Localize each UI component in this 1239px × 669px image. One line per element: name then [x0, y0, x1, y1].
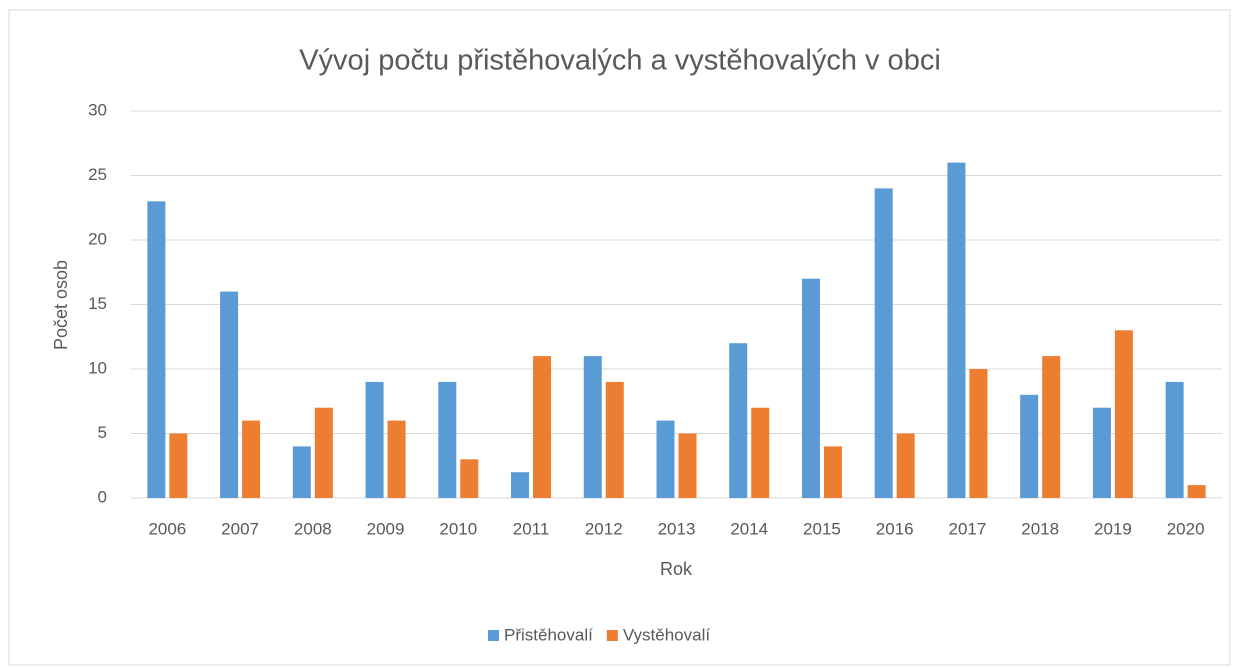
bar: [460, 459, 479, 498]
x-tick-label: 2019: [1094, 519, 1132, 538]
legend-label: Vystěhovalí: [623, 625, 711, 644]
y-tick-label: 20: [88, 229, 107, 248]
x-tick-label: 2006: [148, 519, 186, 538]
bar: [438, 381, 457, 498]
bar: [751, 407, 770, 498]
bar: [823, 446, 842, 498]
x-tick-label: 2007: [221, 519, 259, 538]
y-tick-label: 30: [88, 100, 107, 119]
bar: [947, 162, 966, 498]
bar: [1187, 485, 1206, 498]
bar: [242, 420, 261, 498]
y-axis-label: Počet osob: [51, 260, 71, 350]
bar: [678, 433, 697, 498]
x-tick-label: 2016: [876, 519, 914, 538]
bar: [147, 201, 166, 499]
chart-title: Vývoj počtu přistěhovalých a vystěhovalý…: [299, 45, 941, 77]
y-tick-label: 0: [98, 487, 107, 506]
bar: [511, 472, 530, 498]
bar: [874, 188, 893, 498]
bar: [220, 291, 239, 498]
bar: [1020, 394, 1039, 498]
bar: [387, 420, 406, 498]
bar: [1114, 330, 1133, 498]
x-tick-label: 2014: [730, 519, 768, 538]
y-tick-label: 15: [88, 294, 107, 313]
x-tick-label: 2009: [367, 519, 405, 538]
bar: [969, 369, 988, 498]
bar: [583, 356, 602, 498]
bar: [365, 381, 384, 498]
legend-label: Přistěhovalí: [504, 625, 593, 644]
bar: [729, 343, 748, 498]
x-tick-label: 2010: [439, 519, 477, 538]
bar: [1165, 381, 1184, 498]
bar: [896, 433, 915, 498]
x-tick-label: 2020: [1167, 519, 1205, 538]
bar: [314, 407, 333, 498]
bar: [656, 420, 675, 498]
bar: [801, 278, 820, 498]
legend-swatch: [606, 630, 618, 641]
bar: [169, 433, 188, 498]
x-tick-label: 2012: [585, 519, 623, 538]
x-tick-label: 2015: [803, 519, 841, 538]
bar: [1092, 407, 1111, 498]
bar: [292, 446, 311, 498]
y-tick-label: 5: [98, 423, 107, 442]
x-tick-label: 2013: [658, 519, 696, 538]
bar: [1042, 356, 1061, 498]
x-tick-label: 2018: [1021, 519, 1059, 538]
bar: [605, 381, 624, 498]
legend-swatch: [488, 630, 499, 641]
y-tick-label: 10: [88, 358, 107, 377]
bar: [533, 356, 552, 498]
x-tick-label: 2008: [294, 519, 332, 538]
y-tick-label: 25: [88, 165, 107, 184]
x-tick-label: 2017: [949, 519, 987, 538]
chart-border: [8, 9, 1231, 666]
x-tick-label: 2011: [513, 519, 550, 538]
x-axis-label: Rok: [660, 559, 693, 579]
